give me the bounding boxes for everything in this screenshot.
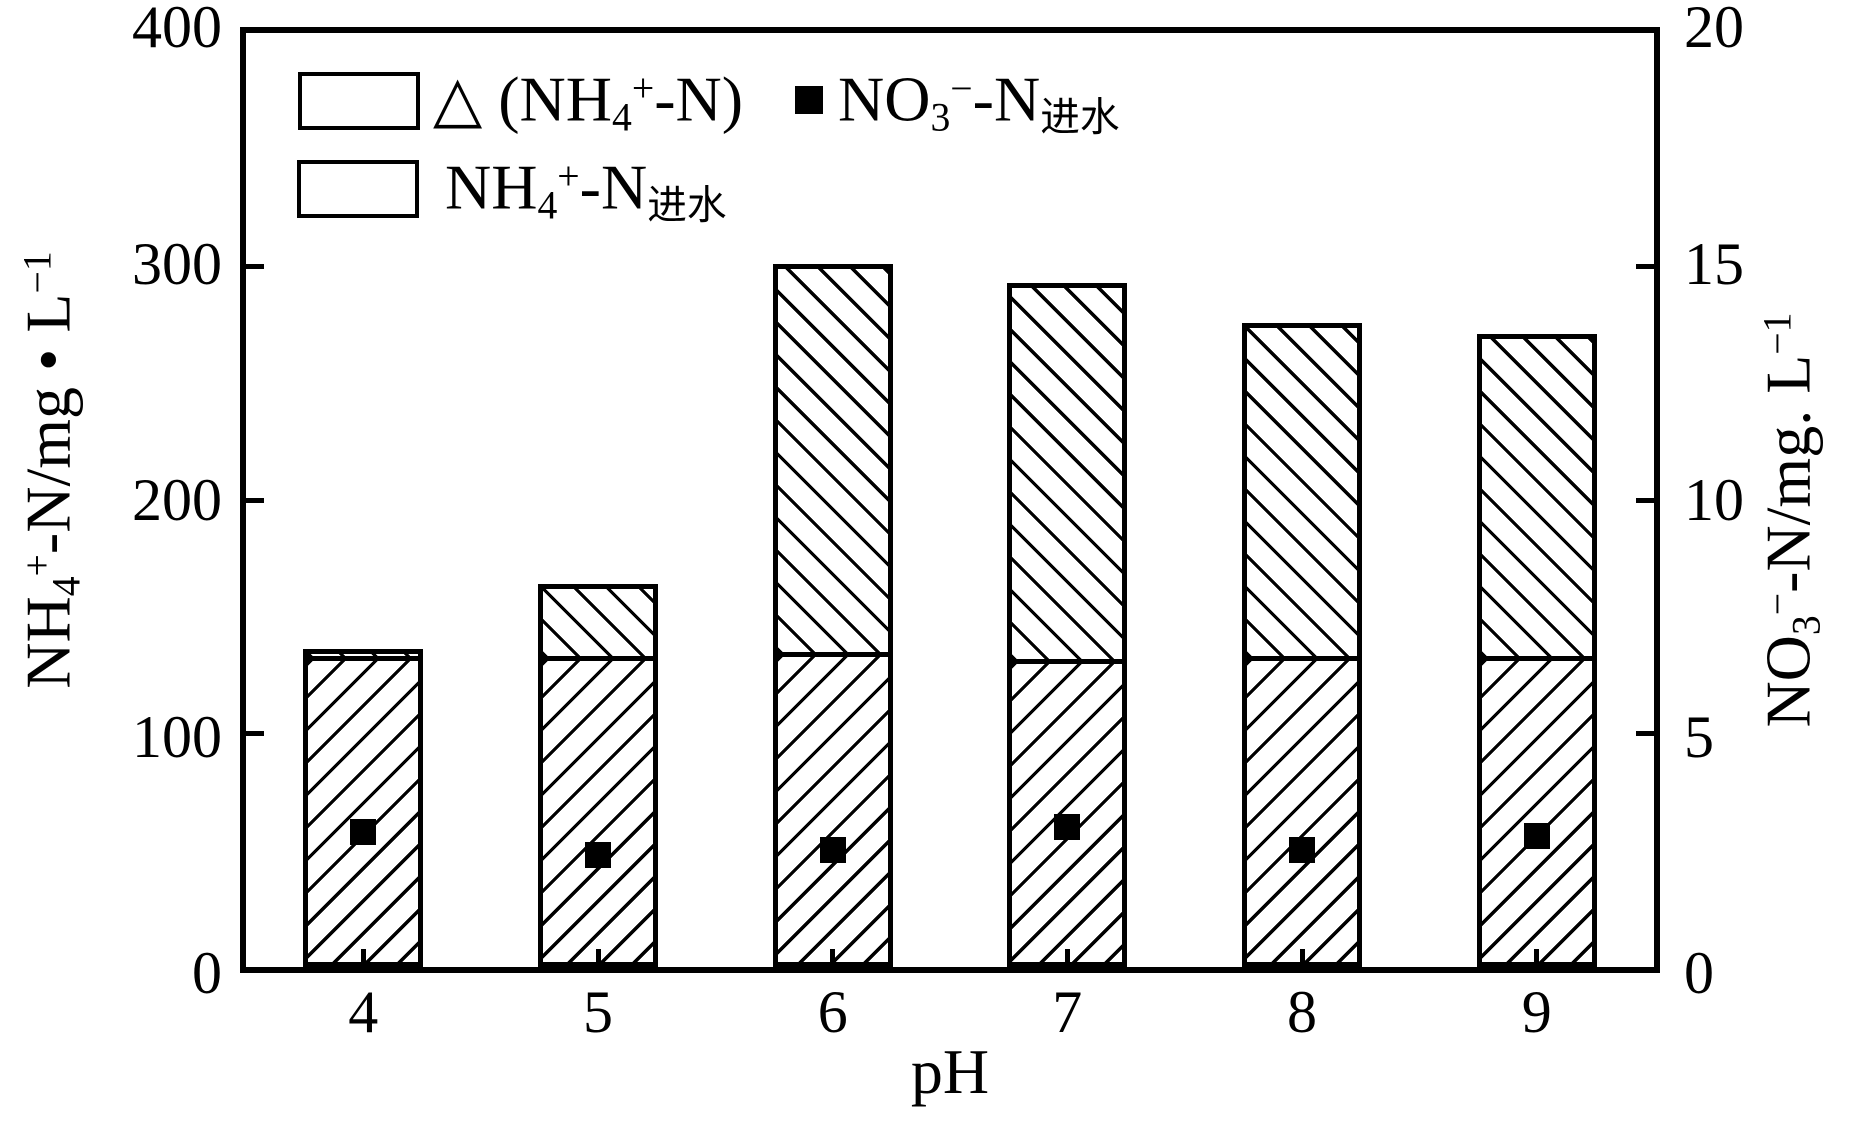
- x-tick: [1299, 949, 1305, 967]
- bar-segment-delta-pH9: [1476, 334, 1597, 662]
- legend: △ (NH4+-N) NO3−-N进水 NH4+-N进水: [246, 33, 1654, 293]
- bar-segment-delta-pH4: [303, 649, 424, 662]
- label-segment: 进水: [1040, 95, 1120, 140]
- right-axis-title: NO3−-N/mg. L−1: [1753, 312, 1829, 727]
- label-segment: 进水: [647, 183, 727, 228]
- right-y-tick-label: 10: [1684, 467, 1744, 533]
- left-y-tick-label: 100: [132, 703, 222, 770]
- label-segment: +: [15, 554, 60, 577]
- right-y-tick-label: 15: [1684, 230, 1744, 297]
- label-segment: 3: [930, 95, 951, 140]
- label-segment: NH: [445, 151, 538, 223]
- x-tick: [1534, 949, 1540, 967]
- label-segment: -N: [579, 151, 648, 223]
- legend-swatch-delta-nh4-icon: [298, 72, 420, 130]
- label-segment: 4: [44, 576, 89, 597]
- x-tick-label: 5: [583, 979, 613, 1045]
- bars-layer: [246, 33, 1654, 967]
- left-y-tick: [246, 264, 264, 269]
- right-y-tick-label: 0: [1684, 940, 1714, 1006]
- label-segment: −: [1755, 592, 1800, 616]
- bar-segment-influent-pH4: [303, 656, 424, 967]
- no3-marker-pH9: [1523, 823, 1550, 850]
- x-tick: [830, 949, 836, 967]
- label-segment: △ (NH: [433, 63, 612, 135]
- x-tick-label: 7: [1052, 979, 1083, 1045]
- legend-label-no3-influent: NO3−-N进水: [838, 66, 1120, 140]
- bar-segment-delta-pH8: [1242, 322, 1362, 662]
- legend-label-delta-nh4: △ (NH4+-N): [433, 66, 743, 140]
- x-tick-label: 6: [817, 979, 848, 1045]
- bar-segment-influent-pH7: [1007, 658, 1128, 967]
- label-segment: -N): [654, 63, 744, 135]
- label-segment: -N: [972, 63, 1041, 135]
- label-segment: +: [631, 66, 655, 111]
- right-y-tick: [1636, 264, 1654, 269]
- right-y-tick-label: 20: [1684, 0, 1744, 60]
- x-tick-label: 4: [348, 979, 379, 1045]
- left-y-tick-label: 0: [192, 940, 222, 1006]
- label-segment: L: [12, 293, 84, 349]
- no3-marker-pH5: [585, 841, 611, 868]
- x-tick-label: 9: [1521, 979, 1552, 1045]
- label-segment: −: [950, 66, 973, 111]
- plot-area: △ (NH4+-N) NO3−-N进水 NH4+-N进水: [240, 27, 1660, 973]
- label-segment: −1: [1755, 312, 1800, 355]
- ticks-layer: [246, 33, 1654, 967]
- label-segment: 4: [611, 95, 632, 140]
- legend-label-nh4-influent: NH4+-N进水: [445, 154, 727, 228]
- label-segment: +: [557, 154, 580, 199]
- left-y-tick-label: 300: [132, 230, 222, 297]
- bar-segment-delta-pH6: [772, 264, 893, 657]
- label-segment: NO: [1752, 635, 1824, 728]
- right-y-tick: [1636, 497, 1654, 503]
- x-tick: [595, 949, 601, 967]
- label-segment: •: [12, 348, 84, 371]
- left-y-tick: [246, 731, 264, 736]
- left-y-tick: [246, 497, 264, 503]
- x-tick: [360, 949, 366, 967]
- bar-segment-delta-pH7: [1007, 282, 1128, 664]
- legend-swatch-nh4-influent-icon: [297, 160, 419, 218]
- bar-segment-influent-pH9: [1476, 656, 1597, 967]
- label-segment: NH: [12, 596, 84, 689]
- no3-marker-pH7: [1054, 813, 1081, 840]
- right-y-tick-label: 5: [1684, 703, 1714, 770]
- label-segment: 3: [1784, 615, 1829, 636]
- label-segment: 4: [537, 183, 558, 228]
- right-y-tick: [1636, 731, 1654, 736]
- left-y-tick-label: 200: [132, 467, 222, 533]
- no3-marker-pH8: [1289, 837, 1315, 864]
- no3-marker-pH4: [350, 818, 377, 845]
- x-tick-label: 8: [1287, 979, 1317, 1045]
- x-axis-title: pH: [910, 1036, 990, 1107]
- legend-square-marker-icon: [795, 86, 823, 114]
- bar-segment-delta-pH5: [538, 584, 658, 662]
- label-segment: NO: [838, 63, 931, 135]
- x-tick: [1064, 949, 1070, 967]
- bar-segment-influent-pH8: [1242, 656, 1362, 967]
- label-segment: -N/mg. L: [1752, 354, 1824, 593]
- left-y-tick-label: 400: [132, 0, 222, 60]
- no3-marker-pH6: [819, 837, 846, 864]
